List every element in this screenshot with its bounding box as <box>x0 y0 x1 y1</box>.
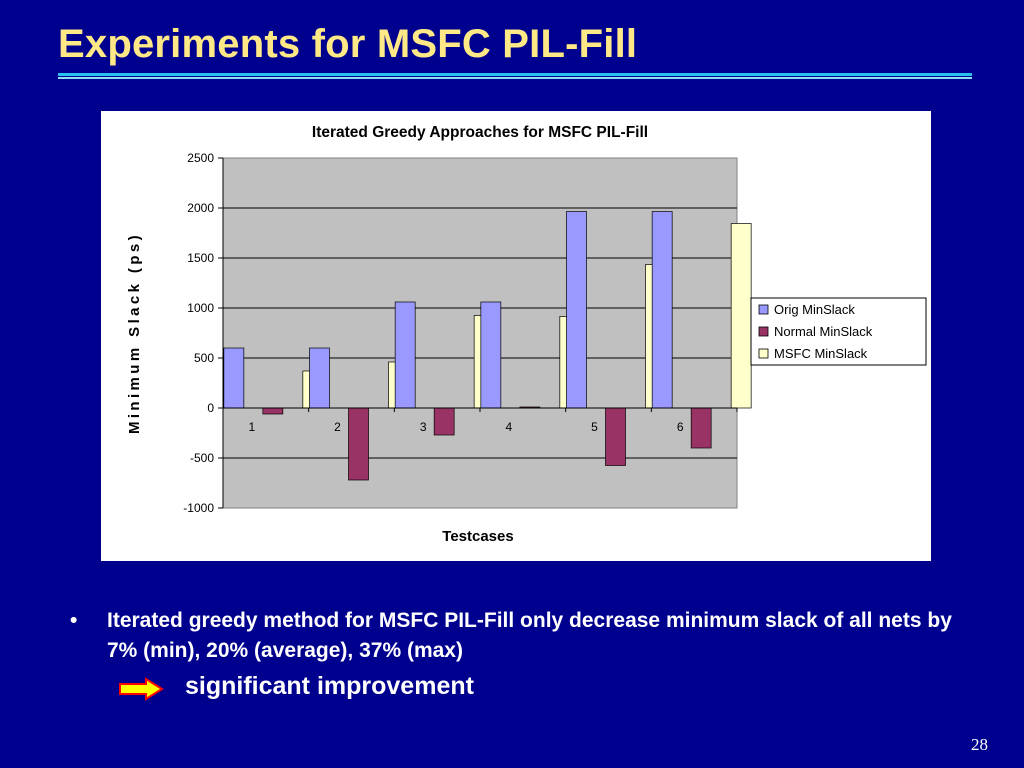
x-axis-title: Testcases <box>442 528 513 545</box>
y-tick-label: 0 <box>207 401 214 415</box>
conclusion-text: significant improvement <box>185 672 474 700</box>
legend-swatch <box>758 348 769 359</box>
page-number: 28 <box>971 735 988 754</box>
y-tick-label: 500 <box>194 351 214 365</box>
bar-normal-minslack-1 <box>262 407 284 415</box>
bar-msfc-minslack-6 <box>730 223 752 409</box>
x-tick-label: 4 <box>505 420 512 434</box>
bar-orig-minslack-5 <box>566 211 587 409</box>
x-tick-label: 5 <box>591 420 598 434</box>
legend-label: MSFC MinSlack <box>774 346 868 361</box>
bar-normal-minslack-6 <box>690 407 712 449</box>
y-tick-label: 1500 <box>187 251 214 265</box>
x-tick-label: 1 <box>248 420 255 434</box>
bullet-text: Iterated greedy method for MSFC PIL-Fill… <box>107 609 952 662</box>
right-arrow-icon <box>119 677 164 701</box>
bar-normal-minslack-5 <box>605 407 626 466</box>
bars <box>223 211 752 481</box>
x-tick-label: 6 <box>677 420 684 434</box>
legend-box <box>750 297 927 366</box>
y-axis-title: Minimum Slack (ps) <box>126 232 143 434</box>
bar-normal-minslack-2 <box>348 407 369 481</box>
title-rule-light <box>58 77 972 79</box>
legend-swatch <box>758 326 769 337</box>
y-tick-label: -500 <box>190 451 214 465</box>
x-tick-label: 2 <box>334 420 341 434</box>
bar-orig-minslack-3 <box>394 301 416 409</box>
x-tick-label: 3 <box>420 420 427 434</box>
y-tick-label: 2000 <box>187 201 214 215</box>
bar-orig-minslack-2 <box>309 347 330 409</box>
y-tick-label: 2500 <box>187 151 214 165</box>
axes: 2500 2000 1500 1000 500 0 -500 -1000 1 2 3 4 5 6 <box>183 151 738 515</box>
legend-label: Orig MinSlack <box>774 302 855 317</box>
y-tick-label: -1000 <box>183 501 214 515</box>
chart-panel: 2500 2000 1500 1000 500 0 -500 -1000 1 2 3 4 5 6 Iter… <box>101 111 931 561</box>
bar-chart: 2500 2000 1500 1000 500 0 -500 -1000 1 2 3 4 5 6 Iter… <box>126 124 927 545</box>
legend-swatch <box>758 304 769 315</box>
bar-orig-minslack-1 <box>223 347 245 409</box>
legend: Orig MinSlack Normal MinSlack MSFC MinSlac… <box>750 297 927 366</box>
chart-title: Iterated Greedy Approaches for MSFC PIL-… <box>312 124 648 141</box>
slide-title: Experiments for MSFC PIL-Fill <box>58 22 638 66</box>
bullet-marker: • <box>70 609 78 632</box>
title-rule <box>58 73 972 76</box>
legend-label: Normal MinSlack <box>774 324 873 339</box>
bar-orig-minslack-6 <box>651 211 673 409</box>
y-tick-label: 1000 <box>187 301 214 315</box>
bar-orig-minslack-4 <box>480 301 502 409</box>
legend-items: Orig MinSlack Normal MinSlack MSFC MinSlac… <box>758 302 873 361</box>
bar-normal-minslack-3 <box>433 407 455 436</box>
